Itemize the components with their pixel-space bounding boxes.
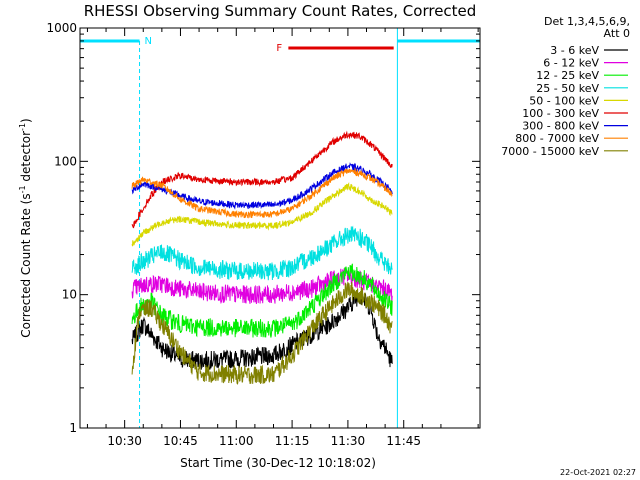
legend-label: 300 - 800 keV	[522, 120, 599, 133]
legend-label: 7000 - 15000 keV	[501, 145, 599, 158]
y-label-exponent: -1	[18, 123, 27, 131]
legend-label: 50 - 100 keV	[529, 94, 599, 107]
series-line	[131, 225, 393, 281]
y-axis: 1 10 100 1000	[46, 21, 480, 435]
legend-label: 12 - 25 keV	[536, 69, 599, 82]
plot-frame	[79, 27, 481, 429]
series-line	[131, 181, 393, 247]
series-line	[131, 291, 393, 371]
y-label-exponent: -1	[18, 185, 27, 193]
series-line	[131, 130, 393, 229]
x-axis-label: Start Time (30-Dec-12 10:18:02)	[180, 456, 376, 470]
y-tick-label: 10	[62, 288, 77, 302]
x-tick-label: 11:30	[331, 434, 366, 448]
y-tick-label: 100	[54, 154, 77, 168]
legend-label: 100 - 300 keV	[522, 107, 599, 120]
series-line	[131, 267, 393, 305]
x-axis: 10:30 10:45 11:00 11:15 11:30 11:45	[86, 28, 479, 448]
chart-title: RHESSI Observing Summary Count Rates, Co…	[84, 2, 477, 20]
y-tick-label: 1	[69, 421, 77, 435]
y-label-text: Corrected Count Rate (s	[19, 193, 33, 337]
y-label-text: detector	[19, 131, 33, 186]
flare-flag: F	[276, 43, 282, 54]
x-tick-label: 10:45	[163, 434, 198, 448]
x-tick-label: 11:00	[219, 434, 254, 448]
y-label-text: )	[19, 118, 33, 123]
legend-label: 25 - 50 keV	[536, 82, 599, 95]
legend-header-attenuator: Att 0	[604, 27, 630, 40]
legend-header-detectors: Det 1,3,4,5,6,9,	[544, 15, 630, 28]
y-axis-label: Corrected Count Rate (s-1 detector-1)	[18, 118, 33, 337]
generation-timestamp: 22-Oct-2021 02:27	[560, 468, 636, 477]
y-tick-label: 1000	[46, 21, 77, 35]
legend-label: 3 - 6 keV	[550, 44, 599, 57]
series-line	[131, 263, 393, 338]
x-tick-label: 10:30	[107, 434, 142, 448]
series-line	[131, 162, 393, 210]
night-flag: N	[145, 36, 152, 47]
series-lines	[131, 130, 393, 385]
series-line	[131, 281, 393, 385]
flare-markers: F	[276, 43, 394, 54]
x-tick-label: 11:15	[275, 434, 310, 448]
x-tick-label: 11:45	[386, 434, 421, 448]
legend-label: 800 - 7000 keV	[515, 132, 599, 145]
legend-label: 6 - 12 keV	[543, 57, 599, 70]
series-line	[131, 167, 393, 219]
